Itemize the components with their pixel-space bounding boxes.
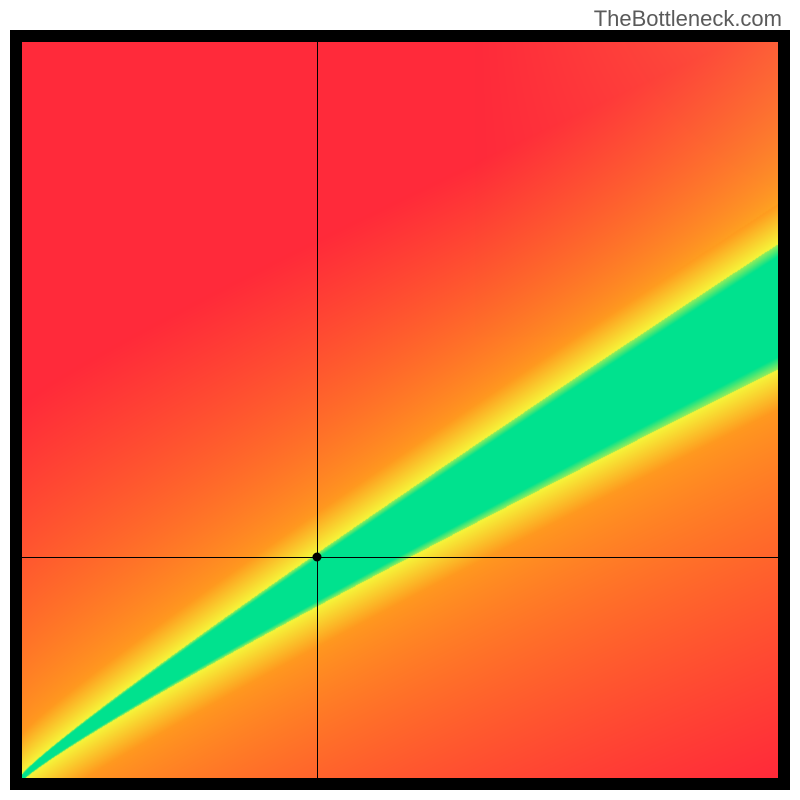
crosshair-marker [312, 553, 321, 562]
heatmap-canvas [22, 42, 778, 778]
crosshair-vertical [317, 42, 318, 778]
plot-frame [10, 30, 790, 790]
crosshair-horizontal [22, 557, 778, 558]
plot-area [22, 42, 778, 778]
watermark-text: TheBottleneck.com [594, 6, 782, 32]
